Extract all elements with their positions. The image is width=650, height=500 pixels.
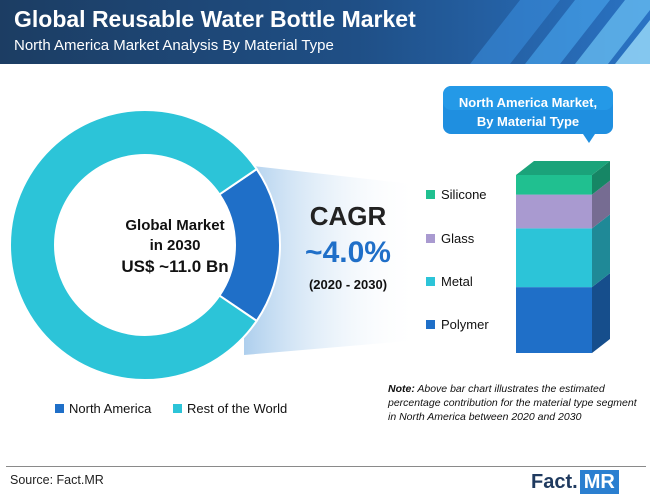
cagr-value: ~4.0% bbox=[305, 236, 391, 269]
material-callout-box bbox=[443, 86, 613, 143]
donut-center-line3: US$ ~11.0 Bn bbox=[121, 257, 228, 276]
stack-legend-label-metal: Metal bbox=[441, 274, 473, 289]
bar-segment-glass bbox=[516, 194, 592, 229]
stack-legend-swatch-silicone bbox=[426, 190, 435, 199]
logo-box: MR bbox=[579, 470, 619, 494]
note-text: Above bar chart illustrates the estimate… bbox=[388, 383, 637, 423]
donut-slice-rest-of-the-world bbox=[9, 109, 259, 381]
logo-text: Fact. bbox=[531, 471, 578, 493]
bar-top-silicone bbox=[516, 161, 610, 175]
bar-segment-metal bbox=[516, 228, 592, 288]
header-background bbox=[0, 0, 650, 64]
stack-legend-swatch-glass bbox=[426, 234, 435, 243]
stack-legend-label-glass: Glass bbox=[441, 231, 475, 246]
stacked-bar-chart bbox=[516, 161, 610, 353]
stack-legend-label-silicone: Silicone bbox=[441, 187, 487, 202]
footer-divider bbox=[6, 466, 646, 467]
bar-segment-polymer bbox=[516, 287, 592, 353]
callout-text: North America Market, By Material Type bbox=[443, 93, 613, 131]
cagr-label: CAGR bbox=[310, 201, 387, 231]
donut-center-line2: in 2030 bbox=[150, 237, 201, 254]
stack-legend-label-polymer: Polymer bbox=[441, 317, 489, 332]
bar-side-silicone bbox=[592, 161, 610, 195]
page-subtitle: North America Market Analysis By Materia… bbox=[14, 37, 334, 54]
legend-swatch-rest-of-world bbox=[173, 404, 182, 413]
callout-line2: By Material Type bbox=[476, 114, 580, 129]
cagr-period: (2020 - 2030) bbox=[309, 277, 387, 292]
legend-swatch-north-america bbox=[55, 404, 64, 413]
bar-segment-silicone bbox=[516, 175, 592, 195]
chart-note: Note: Above bar chart illustrates the es… bbox=[388, 382, 643, 424]
bar-side-polymer bbox=[592, 273, 610, 353]
bar-side-glass bbox=[592, 180, 610, 229]
header-banner: Global Reusable Water Bottle Market Nort… bbox=[0, 0, 650, 64]
stacked-bar-legend: Polymer Metal Glass Silicone bbox=[426, 187, 489, 332]
bar-side-metal bbox=[592, 214, 610, 288]
note-prefix: Note: bbox=[388, 383, 415, 395]
donut-center-line1: Global Market bbox=[125, 217, 224, 234]
source-text: Source: Fact.MR bbox=[10, 473, 104, 487]
callout-line1: North America Market, bbox=[458, 95, 598, 110]
legend-label-north-america: North America bbox=[69, 401, 152, 416]
stack-legend-swatch-metal bbox=[426, 277, 435, 286]
page-title: Global Reusable Water Bottle Market bbox=[14, 6, 416, 32]
stack-legend-swatch-polymer bbox=[426, 320, 435, 329]
funnel-shade bbox=[244, 165, 420, 355]
legend-label-rest-of-world: Rest of the World bbox=[187, 401, 287, 416]
donut-chart bbox=[9, 109, 281, 381]
factmr-logo: Fact. MR bbox=[531, 470, 619, 494]
